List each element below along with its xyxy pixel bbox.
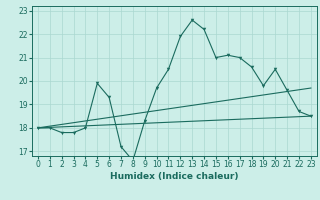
X-axis label: Humidex (Indice chaleur): Humidex (Indice chaleur)	[110, 172, 239, 181]
